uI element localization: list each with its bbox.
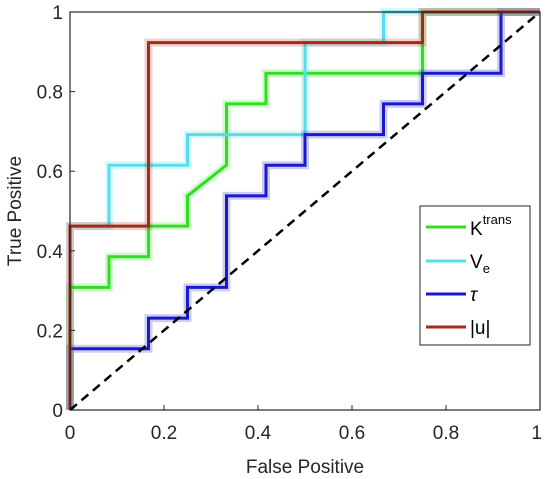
x-axis-label: False Positive xyxy=(246,457,364,478)
y-tick-label: 0.4 xyxy=(37,242,64,263)
series-line-tau xyxy=(68,10,540,410)
y-tick-label: 0.6 xyxy=(37,162,63,183)
legend-label-ve-main: V xyxy=(470,252,483,273)
plot-frame xyxy=(69,11,541,411)
x-tick-label: 1 xyxy=(531,423,542,444)
legend-box xyxy=(419,205,531,346)
x-tick-label: 0.6 xyxy=(339,423,365,444)
legend-label-u: |u| xyxy=(470,318,490,339)
legend-label-ktrans-sup: trans xyxy=(483,212,512,227)
legend-label-ktrans-main: K xyxy=(470,219,483,240)
legend-label-tau: τ xyxy=(470,285,479,306)
y-axis-label: True Positive xyxy=(5,156,26,266)
y-tick-label: 0.2 xyxy=(37,321,63,342)
x-tick-label: 0.4 xyxy=(245,423,272,444)
legend: Ktrans Ve τ |u| xyxy=(419,205,531,346)
legend-label-ve: Ve xyxy=(470,252,490,276)
ticks-layer: 0 0.2 0.4 0.6 0.8 1 0 0.2 0.4 0.6 0.8 1 xyxy=(37,3,542,444)
x-tick-label: 0 xyxy=(65,423,76,444)
x-tick-label: 0.8 xyxy=(433,423,459,444)
chance-diagonal-line xyxy=(69,11,541,411)
y-tick-label: 1 xyxy=(52,3,63,24)
y-tick-label: 0.8 xyxy=(37,83,63,104)
legend-label-ktrans: Ktrans xyxy=(470,212,512,240)
series-line-ktrans xyxy=(68,10,540,410)
x-tick-label: 0.2 xyxy=(151,423,177,444)
y-tick-label: 0 xyxy=(52,401,63,422)
legend-label-ve-sub: e xyxy=(483,261,490,276)
